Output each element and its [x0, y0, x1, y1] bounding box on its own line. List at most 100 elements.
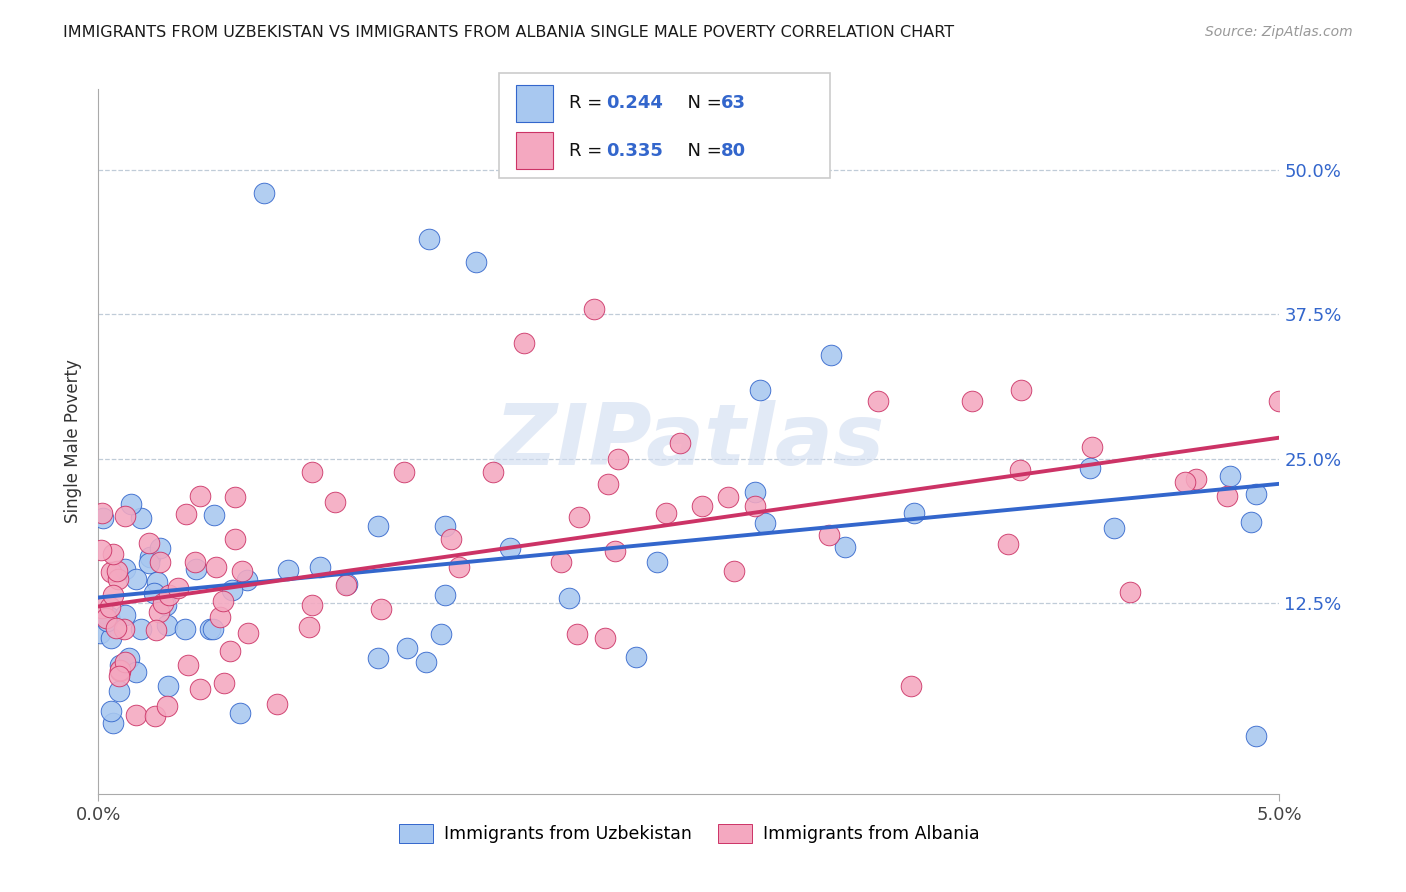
Point — [202, 508, 225, 522]
Point — [114, 607, 136, 622]
Point — [1078, 461, 1101, 475]
Point — [447, 559, 470, 574]
Point — [89, 625, 111, 640]
Point — [367, 650, 389, 665]
Point — [433, 519, 456, 533]
Point — [1244, 729, 1267, 743]
Point — [125, 708, 148, 723]
Point — [105, 564, 128, 578]
Point — [149, 555, 172, 569]
Point — [108, 683, 131, 698]
Point — [149, 541, 172, 555]
Point — [166, 581, 188, 595]
Point — [228, 706, 250, 720]
Point — [1010, 384, 1032, 398]
Point — [103, 547, 125, 561]
Point — [1102, 521, 1125, 535]
Point — [335, 577, 357, 591]
Point — [481, 465, 503, 479]
Point — [188, 489, 211, 503]
Point — [101, 588, 124, 602]
Point — [465, 255, 488, 269]
Point — [108, 664, 131, 678]
Text: Source: ZipAtlas.com: Source: ZipAtlas.com — [1205, 25, 1353, 39]
Point — [91, 600, 114, 615]
Text: 0.335: 0.335 — [606, 142, 662, 160]
Point — [565, 627, 588, 641]
Point — [98, 600, 121, 615]
Point — [212, 675, 235, 690]
Point — [595, 631, 617, 645]
Point — [103, 716, 125, 731]
Point — [138, 536, 160, 550]
Point — [253, 186, 276, 201]
Point — [224, 490, 246, 504]
Point — [112, 622, 135, 636]
Point — [184, 562, 207, 576]
Point — [900, 679, 922, 693]
Point — [323, 495, 346, 509]
Point — [108, 663, 131, 677]
Point — [120, 497, 142, 511]
Text: ZIPatlas: ZIPatlas — [494, 400, 884, 483]
Point — [301, 465, 323, 479]
Point — [219, 643, 242, 657]
Point — [177, 658, 200, 673]
Point — [105, 621, 128, 635]
Point — [156, 618, 179, 632]
Point — [754, 516, 776, 531]
Point — [208, 609, 231, 624]
Point — [148, 605, 170, 619]
Point — [1244, 486, 1267, 500]
Point — [367, 519, 389, 533]
Point — [98, 610, 121, 624]
Point — [962, 394, 984, 409]
Point — [107, 572, 129, 586]
Point — [512, 336, 534, 351]
Point — [418, 232, 440, 246]
Point — [98, 610, 121, 624]
Point — [176, 508, 198, 522]
Point — [114, 562, 136, 576]
Point — [692, 500, 714, 514]
Point — [723, 564, 745, 578]
Point — [817, 528, 839, 542]
Point — [205, 560, 228, 574]
Point — [1215, 489, 1237, 503]
Point — [108, 669, 131, 683]
Text: 0.244: 0.244 — [606, 95, 662, 112]
Point — [200, 623, 222, 637]
Point — [124, 572, 146, 586]
Point — [146, 574, 169, 589]
Point — [596, 477, 619, 491]
Point — [188, 681, 211, 696]
Point — [1268, 394, 1291, 409]
Point — [143, 709, 166, 723]
Text: N =: N = — [676, 95, 728, 112]
Point — [1219, 469, 1241, 483]
Point — [129, 511, 152, 525]
Point — [744, 485, 766, 500]
Point — [550, 555, 572, 569]
Point — [1174, 475, 1197, 489]
Point — [392, 465, 415, 479]
Point — [997, 536, 1019, 550]
Point — [717, 490, 740, 504]
Point — [645, 555, 668, 569]
Point — [221, 582, 243, 597]
Point — [558, 591, 581, 606]
Point — [277, 563, 299, 577]
Point — [155, 598, 177, 612]
Point — [605, 544, 627, 558]
Point — [834, 541, 856, 555]
Point — [202, 622, 225, 636]
Point — [231, 565, 253, 579]
Point — [142, 586, 165, 600]
Point — [669, 436, 692, 450]
Point — [820, 348, 842, 362]
Point — [100, 566, 122, 580]
Legend: Immigrants from Uzbekistan, Immigrants from Albania: Immigrants from Uzbekistan, Immigrants f… — [392, 817, 986, 850]
Point — [114, 656, 136, 670]
Point — [266, 698, 288, 712]
Point — [583, 301, 606, 316]
